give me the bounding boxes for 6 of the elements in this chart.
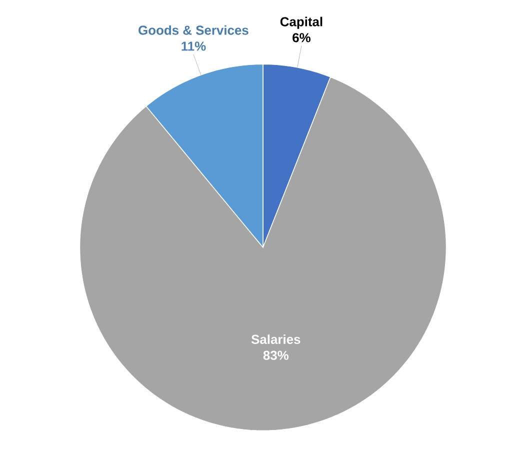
slice-label: Capital: [280, 16, 322, 29]
slice-label: Salaries: [251, 334, 300, 344]
data-label: 83%: [263, 350, 289, 360]
data-label: 6%: [292, 33, 310, 42]
data-label: 11%: [182, 42, 206, 51]
slice-label: Goods & Services: [138, 25, 248, 35]
